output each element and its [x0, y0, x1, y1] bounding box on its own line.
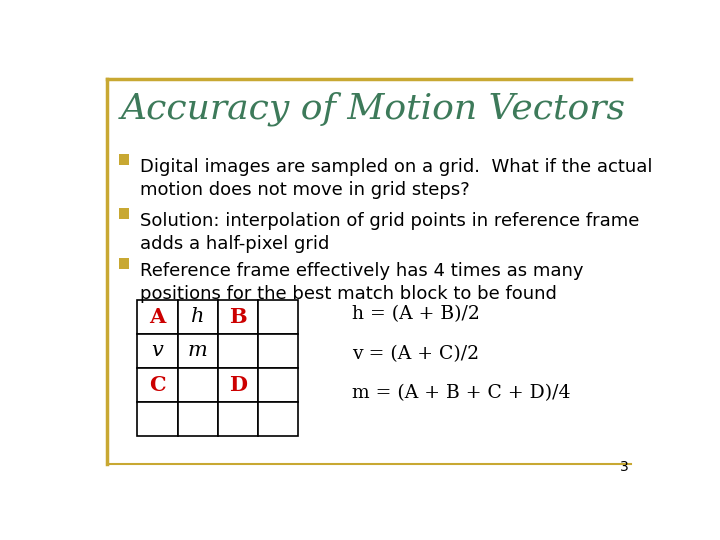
Text: Accuracy of Motion Vectors: Accuracy of Motion Vectors [121, 92, 626, 126]
Text: Reference frame effectively has 4 times as many
positions for the best match blo: Reference frame effectively has 4 times … [140, 262, 584, 303]
Bar [178, 402, 217, 436]
Bar [258, 402, 298, 436]
Bar [258, 300, 298, 334]
Bar [217, 402, 258, 436]
Bar [119, 154, 129, 165]
Bar [258, 368, 298, 402]
Text: m: m [188, 341, 207, 360]
Bar [119, 258, 129, 268]
Bar [258, 334, 298, 368]
Bar [138, 368, 178, 402]
Text: m = (A + B + C + D)/4: m = (A + B + C + D)/4 [352, 384, 571, 402]
Text: Solution: interpolation of grid points in reference frame
adds a half-pixel grid: Solution: interpolation of grid points i… [140, 212, 639, 253]
Bar [217, 300, 258, 334]
Text: h: h [191, 307, 204, 326]
Text: A: A [149, 307, 166, 327]
Text: 3: 3 [620, 461, 629, 474]
Text: v = (A + C)/2: v = (A + C)/2 [352, 345, 480, 363]
Bar [138, 334, 178, 368]
Bar [178, 368, 217, 402]
Bar [138, 300, 178, 334]
Text: D: D [229, 375, 247, 395]
Text: v: v [152, 341, 163, 360]
Text: C: C [149, 375, 166, 395]
Bar [217, 334, 258, 368]
Text: Digital images are sampled on a grid.  What if the actual
motion does not move i: Digital images are sampled on a grid. Wh… [140, 158, 653, 199]
Text: B: B [229, 307, 247, 327]
Bar [138, 402, 178, 436]
Bar [217, 368, 258, 402]
Bar [178, 334, 217, 368]
Bar [178, 300, 217, 334]
Text: h = (A + B)/2: h = (A + B)/2 [352, 305, 480, 323]
Bar [119, 208, 129, 219]
